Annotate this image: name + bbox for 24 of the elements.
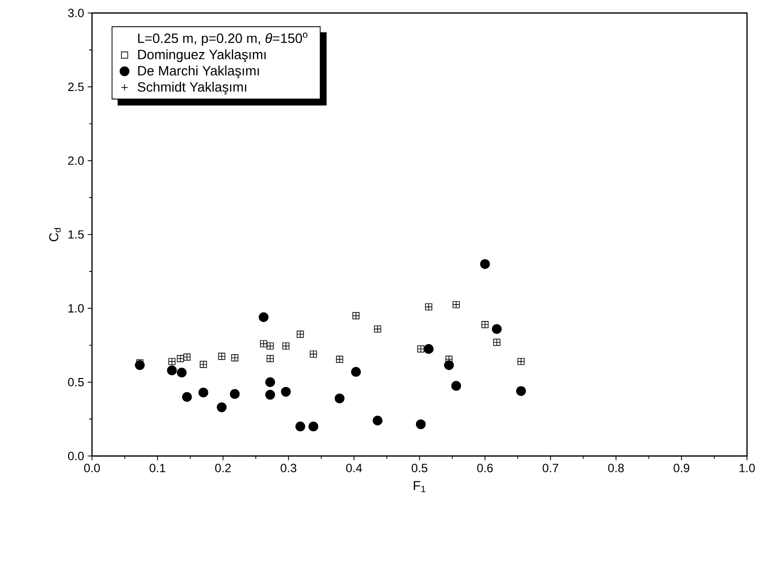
- x-tick-label: 0.2: [215, 464, 231, 472]
- y-tick-label: 0.0: [68, 452, 84, 460]
- y-tick-label: 2.0: [68, 156, 84, 165]
- x-tick-label: 0.6: [477, 464, 493, 472]
- y-tick-label: 0.5: [68, 378, 84, 386]
- y-axis-title: C$_{d}$: [49, 228, 61, 242]
- legend-label: De Marchi Yaklaşımı: [138, 66, 259, 78]
- y-tick-label: 1.0: [68, 304, 84, 313]
- x-tick-label: 0.7: [542, 464, 558, 472]
- x-tick-label: 0.3: [280, 464, 296, 472]
- x-tick-label: 0.1: [150, 464, 166, 472]
- x-tick-label: 0.9: [674, 464, 690, 472]
- x-tick-label: 0.0: [84, 464, 100, 472]
- y-tick-label: 2.5: [68, 82, 84, 92]
- legend-label: Dominguez Yaklaşımı: [138, 49, 266, 62]
- y-tick-label: 3.0: [68, 8, 84, 18]
- x-axis-title: F$_{1}$: [414, 481, 426, 492]
- x-tick-label: 0.5: [412, 464, 428, 472]
- y-tick-label: 1.5: [68, 230, 84, 239]
- legend-label: Schmidt Yaklaşımı: [138, 82, 246, 94]
- x-tick-label: 0.4: [346, 464, 362, 472]
- legend-title: L=0.25 m, p=0.20 m, θ=150$^{o}$: [138, 32, 308, 46]
- x-tick-label: 1.0: [740, 464, 755, 472]
- x-tick-label: 0.8: [608, 464, 624, 472]
